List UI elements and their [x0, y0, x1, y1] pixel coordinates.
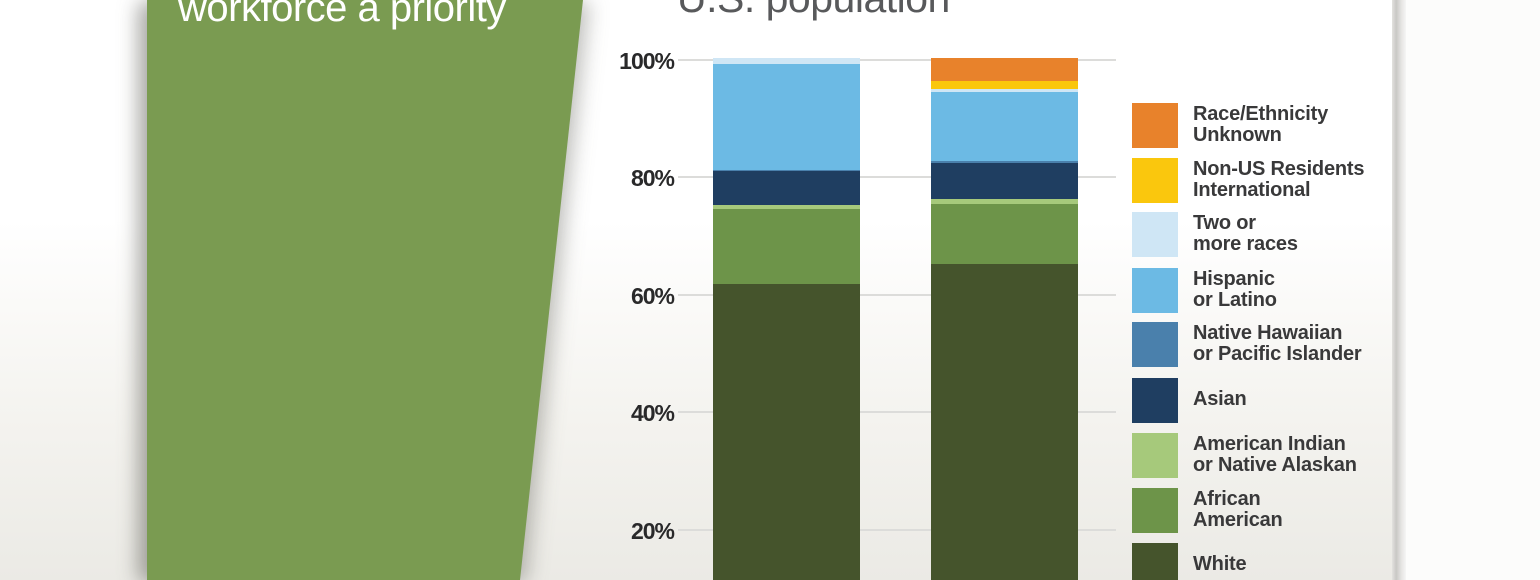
- legend-label-american-indian-or-native-alaskan: American Indian or Native Alaskan: [1193, 433, 1357, 476]
- bar2-segment-asian: [931, 163, 1078, 199]
- legend-label-african-american: African American: [1193, 488, 1283, 531]
- stacked-bar-1: [713, 58, 860, 580]
- y-axis-tick-label-20: 20%: [630, 517, 675, 544]
- legend-swatch-race-ethnicity-unknown: [1132, 103, 1178, 148]
- legend-swatch-african-american: [1132, 488, 1178, 533]
- bar1-segment-african-american: [713, 208, 860, 285]
- legend-label-asian: Asian: [1193, 388, 1247, 410]
- infographic-page: U.S. population 100% 80% 60% 40% 20% Race/Et…: [0, 0, 1392, 580]
- gridline-80: [678, 176, 1116, 178]
- legend-swatch-hispanic-or-latino: [1132, 268, 1178, 313]
- bars-layer: [713, 58, 1078, 580]
- legend-label-hispanic-or-latino: Hispanic or Latino: [1193, 268, 1277, 311]
- bar2-segment-white: [931, 264, 1078, 580]
- green-panel-container: workforce a priority: [0, 0, 620, 580]
- bar2-segment-race-ethnicity-unknown: [931, 58, 1078, 81]
- legend-label-native-hawaiian-or-pacific-islander: Native Hawaiian or Pacific Islander: [1193, 322, 1362, 365]
- chart-title: U.S. population: [677, 0, 950, 19]
- panel-headline: workforce a priority: [178, 0, 506, 30]
- legend-swatch-two-or-more-races: [1132, 212, 1178, 257]
- bar1-segment-white: [713, 284, 860, 580]
- bar2-segment-non-us-residents-international: [931, 80, 1078, 89]
- y-axis-tick-label-100: 100%: [619, 47, 675, 74]
- bar2-segment-american-indian-or-native-alaskan: [931, 198, 1078, 205]
- gridline-40: [678, 411, 1116, 413]
- bar1-segment-asian: [713, 170, 860, 205]
- bar2-segment-hispanic-or-latino: [931, 92, 1078, 162]
- y-axis-tick-label-40: 40%: [630, 400, 675, 426]
- bar2-segment-native-hawaiian-or-pacific-islander: [931, 161, 1078, 164]
- chart-gridlines: [678, 58, 1116, 531]
- bar1-segment-american-indian-or-native-alaskan: [713, 204, 860, 209]
- page-edge-shadow: [1392, 0, 1406, 580]
- bar2-segment-african-american: [931, 204, 1078, 265]
- gridline-20: [678, 528, 1116, 531]
- legend-swatch-white: [1132, 543, 1178, 580]
- legend-swatch-american-indian-or-native-alaskan: [1132, 433, 1178, 478]
- bar1-segment-two-or-more-races: [713, 58, 860, 64]
- y-axis-tick-label-80: 80%: [630, 165, 675, 191]
- bar1-segment-hispanic-or-latino: [713, 63, 860, 170]
- legend-swatch-native-hawaiian-or-pacific-islander: [1132, 322, 1178, 367]
- y-axis: 100% 80% 60% 40% 20%: [619, 47, 675, 544]
- green-panel: workforce a priority: [147, 0, 583, 580]
- legend-label-non-us-residents-international: Non-US Residents International: [1193, 158, 1365, 201]
- legend-swatch-non-us-residents-international: [1132, 158, 1178, 203]
- gridline-100: [678, 58, 1116, 61]
- stacked-bar-2: [931, 58, 1078, 580]
- gridline-60: [678, 293, 1116, 296]
- legend-label-race-ethnicity-unknown: Race/Ethnicity Unknown: [1193, 103, 1329, 146]
- bar1-segment-native-hawaiian-or-pacific-islander: [713, 169, 860, 171]
- legend-swatch-asian: [1132, 378, 1178, 423]
- legend-label-white: White: [1193, 553, 1247, 575]
- bar2-segment-two-or-more-races: [931, 88, 1078, 93]
- legend-label-two-or-more-races: Two or more races: [1193, 212, 1298, 255]
- y-axis-tick-label-60: 60%: [630, 282, 675, 309]
- chart-legend: Race/Ethnicity Unknown Non-US Residents Int…: [1132, 103, 1365, 580]
